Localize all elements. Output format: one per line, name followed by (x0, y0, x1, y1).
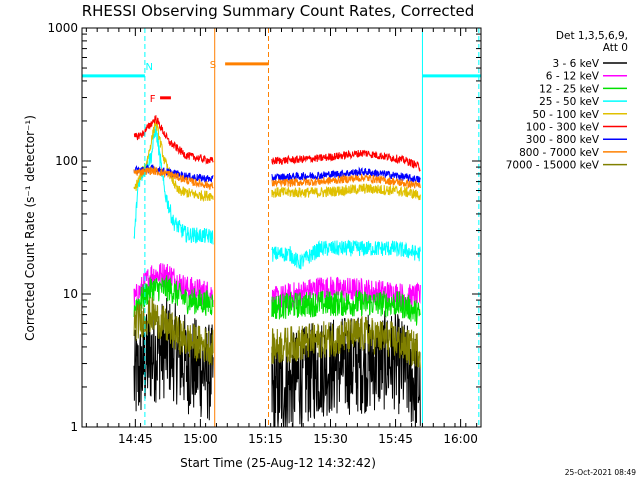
legend-label: 800 - 7000 keV (519, 147, 600, 159)
series-line-8 (133, 165, 421, 190)
y-tick-label: 100 (55, 154, 78, 168)
series-line-7 (133, 163, 421, 185)
flag-label-n: N (145, 62, 152, 73)
series-line-9 (133, 297, 421, 369)
legend-header-detectors: Det 1,3,5,6,9, (556, 30, 628, 42)
series-line-6 (133, 115, 421, 173)
x-tick-label: 15:30 (313, 432, 348, 446)
x-tick-label: 16:00 (443, 432, 478, 446)
y-tick-label: 1 (70, 420, 78, 434)
x-tick-label: 15:00 (183, 432, 218, 446)
legend-label: 6 - 12 keV (546, 71, 600, 83)
x-axis-title: Start Time (25-Aug-12 14:32:42) (180, 456, 376, 470)
legend-label: 7000 - 15000 keV (506, 160, 600, 172)
x-tick-label: 15:45 (378, 432, 413, 446)
chart-title: RHESSI Observing Summary Count Rates, Co… (82, 2, 475, 20)
y-axis-title: Corrected Count Rate (s⁻¹ detector⁻¹) (23, 115, 37, 341)
axis-layer: 14:45 15:00 15:15 15:30 15:45 16:00 1 10 100 1000 (47, 21, 481, 446)
data-layer (133, 115, 421, 428)
series-line-3 (133, 275, 421, 326)
y-tick-label: 1000 (47, 21, 78, 35)
legend-label: 25 - 50 keV (539, 96, 600, 108)
legend-label: 100 - 300 keV (526, 122, 600, 134)
y-tick-label: 10 (63, 287, 78, 301)
x-tick-label: 14:45 (118, 432, 153, 446)
legend-label: 3 - 6 keV (552, 58, 599, 70)
x-tick-label: 15:15 (248, 432, 283, 446)
flag-layer: N F S (82, 60, 481, 105)
footer-timestamp: 25-Oct-2021 08:49 (565, 468, 636, 477)
series-line-5 (133, 117, 421, 203)
legend-label: 50 - 100 keV (532, 109, 599, 121)
flag-label-f: F (150, 94, 156, 105)
legend-label: 300 - 800 keV (526, 134, 600, 146)
flag-label-s: S (210, 60, 216, 71)
legend-label: 12 - 25 keV (539, 83, 600, 95)
legend-header-attenuator: Att 0 (603, 42, 628, 54)
